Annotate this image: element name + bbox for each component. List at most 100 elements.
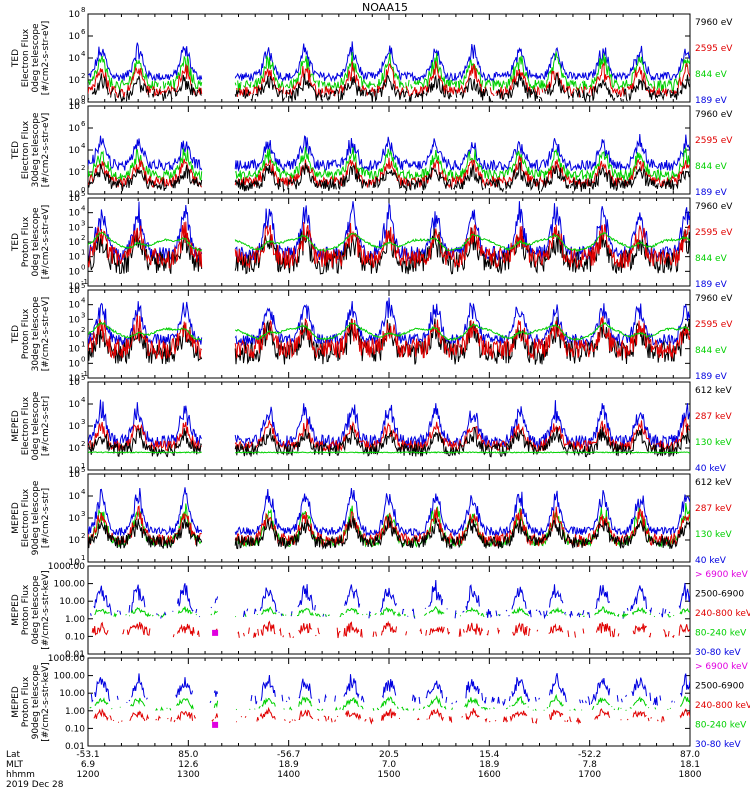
y-tick-exponent: 8 [81,6,85,14]
y-tick-exponent: 4 [81,142,86,150]
y-tick-label: 10 [69,124,81,134]
y-axis-label: TED Electron Flux 0deg telescope [#/cm2-s-s… [11,21,51,96]
series-group [88,133,690,193]
y-axis-label: TED Proton Flux 0deg telescope [#/cm2-s-str… [11,205,51,280]
y-axis-label-line: MEPED [11,686,21,718]
x-row-label: Lat [6,750,21,760]
legend-entry: 189 eV [695,96,728,106]
chart-title: NOAA15 [362,1,408,14]
y-tick-label: 10 [69,315,81,325]
y-tick-exponent: 1 [81,554,85,562]
y-tick-label: 10 [69,267,81,277]
legend-entry: > 6900 keV [695,662,749,672]
y-tick-label: 10 [69,400,81,410]
y-axis-label-line: [#/cm2-s-str-keV] [41,570,51,649]
series-group [88,201,690,275]
y-tick-label: 10 [69,223,81,233]
y-tick-label: 10.00 [59,689,85,699]
legend-entry: 30-80 keV [695,740,741,750]
y-tick-label: 10 [69,374,81,384]
y-axis-label-line: Proton Flux [21,676,31,727]
legend-entry: 240-800 keV [695,609,750,619]
y-tick-exponent: 2 [81,234,85,242]
legend-entry: > 6900 keV [695,570,749,580]
y-tick-exponent: -1 [81,278,88,286]
y-tick-exponent: 5 [81,190,85,198]
y-tick-label: 10 [69,102,81,112]
y-tick-exponent: 2 [81,440,85,448]
y-tick-label: 10 [69,194,81,204]
y-axis-label-line: [#/cm2-s-str-keV] [41,662,51,741]
y-tick-label: 10 [69,301,81,311]
y-tick-label: 0.10 [65,724,85,734]
y-axis-label-line: TED [11,49,21,68]
legend-entry: 189 eV [695,280,728,290]
data-point [212,629,219,636]
y-tick-exponent: 2 [81,532,85,540]
y-tick-exponent: -1 [81,370,88,378]
y-tick-exponent: 0 [81,94,85,102]
y-axis-label: TED Proton Flux 30deg telescope [#/cm2-s-st… [11,296,51,371]
y-tick-label: 10 [69,378,81,388]
y-tick-label: 10 [69,168,81,178]
x-tick-label: 7.0 [382,760,397,770]
y-tick-exponent: 3 [81,219,85,227]
legend-entry: 7960 eV [695,294,733,304]
x-tick-label: 20.5 [379,750,399,760]
y-tick-label: 10 [69,536,81,546]
y-tick-label: 10 [69,470,81,480]
y-axis-label-line: [#/cm2-s-str-eV] [41,113,51,188]
legend-entry: 7960 eV [695,110,733,120]
x-tick-label: -53.1 [76,750,99,760]
y-axis-label: MEPED Proton Flux 90deg telescope [#/cm2-s-… [11,662,51,741]
y-axis-label-line: Electron Flux [21,28,31,87]
y-tick-label: 10 [69,345,81,355]
y-tick-label: 0.01 [65,742,85,752]
legend-entry: 7960 eV [695,202,733,212]
y-tick-label: 1000.00 [48,654,85,664]
x-tick-label: 1300 [177,770,200,780]
legend-entry: 7960 eV [695,18,733,28]
y-tick-label: 1.00 [65,707,85,717]
y-tick-exponent: 5 [81,374,85,382]
y-tick-label: 0.01 [65,650,85,660]
y-axis-label-line: [#/cm2-s-str-eV] [41,205,51,280]
series-trace [88,221,690,270]
x-tick-label: 18.9 [479,760,499,770]
y-axis-label-line: 90deg telescope [31,480,41,555]
series-group [88,399,690,458]
y-tick-label: 10 [69,422,81,432]
y-tick-exponent: 2 [81,164,85,172]
y-tick-label: 10 [69,286,81,296]
y-axis-label: MEPED Proton Flux 0deg telescope [#/cm2-s-s… [11,570,51,649]
y-tick-label: 10 [69,558,81,568]
y-tick-label: 10 [69,32,81,42]
legend-entry: 40 keV [695,556,727,566]
x-row-label: MLT [6,760,24,770]
series-group [88,297,690,365]
y-tick-label: 10 [69,76,81,86]
y-tick-label: 10 [69,146,81,156]
series-trace [94,605,690,619]
y-tick-label: 10 [69,54,81,64]
y-tick-label: 10.00 [59,597,85,607]
y-axis-label-line: Electron Flux [21,396,31,455]
x-tick-label: 1400 [277,770,300,780]
series-group [88,41,690,102]
legend-entry: 2500-6900 [695,682,744,692]
legend-entry: 844 eV [695,254,728,264]
legend-entry: 130 keV [695,530,732,540]
legend-entry: 612 keV [695,478,732,488]
series-trace [88,321,690,341]
series-trace [88,399,690,450]
y-tick-label: 100.00 [54,580,86,590]
x-axis-labels: Lat -53.1 85.0 -56.7 20.5 15.4 -52.2 87.0 MLT 6.9… [6,750,702,790]
y-tick-label: 10 [69,209,81,219]
x-tick-label: 1200 [77,770,100,780]
y-tick-exponent: 5 [81,466,85,474]
y-axis-label-line: TED [11,325,21,344]
y-axis-label-line: 30deg telescope [31,296,41,371]
